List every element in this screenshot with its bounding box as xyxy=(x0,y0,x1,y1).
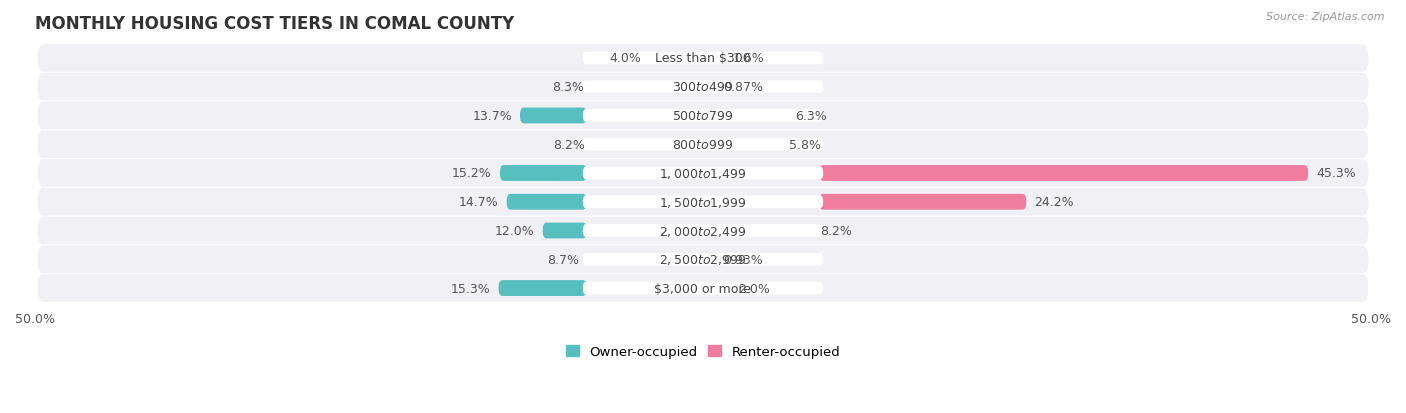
FancyBboxPatch shape xyxy=(582,52,824,65)
FancyBboxPatch shape xyxy=(38,217,1368,245)
Text: 5.8%: 5.8% xyxy=(789,138,821,151)
Text: $500 to $799: $500 to $799 xyxy=(672,110,734,123)
Text: 0.87%: 0.87% xyxy=(723,81,762,94)
FancyBboxPatch shape xyxy=(38,188,1368,216)
FancyBboxPatch shape xyxy=(582,253,824,266)
FancyBboxPatch shape xyxy=(501,166,586,181)
Text: 8.3%: 8.3% xyxy=(553,81,583,94)
Text: $1,000 to $1,499: $1,000 to $1,499 xyxy=(659,166,747,180)
FancyBboxPatch shape xyxy=(582,282,824,294)
FancyBboxPatch shape xyxy=(820,195,1026,210)
FancyBboxPatch shape xyxy=(520,108,586,124)
FancyBboxPatch shape xyxy=(506,195,586,210)
Text: 8.2%: 8.2% xyxy=(821,225,852,237)
Text: 15.2%: 15.2% xyxy=(453,167,492,180)
FancyBboxPatch shape xyxy=(582,167,824,180)
Text: 6.3%: 6.3% xyxy=(796,110,827,123)
Text: 15.3%: 15.3% xyxy=(451,282,491,295)
FancyBboxPatch shape xyxy=(582,110,824,123)
FancyBboxPatch shape xyxy=(38,102,1368,130)
Text: Source: ZipAtlas.com: Source: ZipAtlas.com xyxy=(1267,12,1385,22)
Text: Less than $300: Less than $300 xyxy=(655,52,751,65)
Text: $2,000 to $2,499: $2,000 to $2,499 xyxy=(659,224,747,238)
Text: 8.7%: 8.7% xyxy=(547,253,579,266)
Text: $3,000 or more: $3,000 or more xyxy=(655,282,751,295)
Text: 24.2%: 24.2% xyxy=(1035,196,1074,209)
FancyBboxPatch shape xyxy=(543,223,586,239)
Text: $1,500 to $1,999: $1,500 to $1,999 xyxy=(659,195,747,209)
Text: MONTHLY HOUSING COST TIERS IN COMAL COUNTY: MONTHLY HOUSING COST TIERS IN COMAL COUN… xyxy=(35,15,515,33)
FancyBboxPatch shape xyxy=(582,138,824,151)
Text: 45.3%: 45.3% xyxy=(1316,167,1355,180)
Text: 0.93%: 0.93% xyxy=(724,253,763,266)
FancyBboxPatch shape xyxy=(820,166,1308,181)
Legend: Owner-occupied, Renter-occupied: Owner-occupied, Renter-occupied xyxy=(560,340,846,363)
FancyBboxPatch shape xyxy=(38,45,1368,73)
Text: 13.7%: 13.7% xyxy=(472,110,512,123)
FancyBboxPatch shape xyxy=(38,160,1368,188)
FancyBboxPatch shape xyxy=(38,275,1368,302)
Text: $300 to $499: $300 to $499 xyxy=(672,81,734,94)
Text: 12.0%: 12.0% xyxy=(495,225,534,237)
Text: $2,500 to $2,999: $2,500 to $2,999 xyxy=(659,253,747,267)
FancyBboxPatch shape xyxy=(38,74,1368,101)
FancyBboxPatch shape xyxy=(38,246,1368,273)
FancyBboxPatch shape xyxy=(38,131,1368,159)
Text: 2.0%: 2.0% xyxy=(738,282,769,295)
Text: 4.0%: 4.0% xyxy=(610,52,641,65)
Text: 1.6%: 1.6% xyxy=(733,52,763,65)
Text: 8.2%: 8.2% xyxy=(554,138,585,151)
FancyBboxPatch shape xyxy=(499,280,586,296)
FancyBboxPatch shape xyxy=(582,225,824,237)
FancyBboxPatch shape xyxy=(582,81,824,94)
Text: $800 to $999: $800 to $999 xyxy=(672,138,734,151)
Text: 14.7%: 14.7% xyxy=(458,196,499,209)
FancyBboxPatch shape xyxy=(582,196,824,209)
